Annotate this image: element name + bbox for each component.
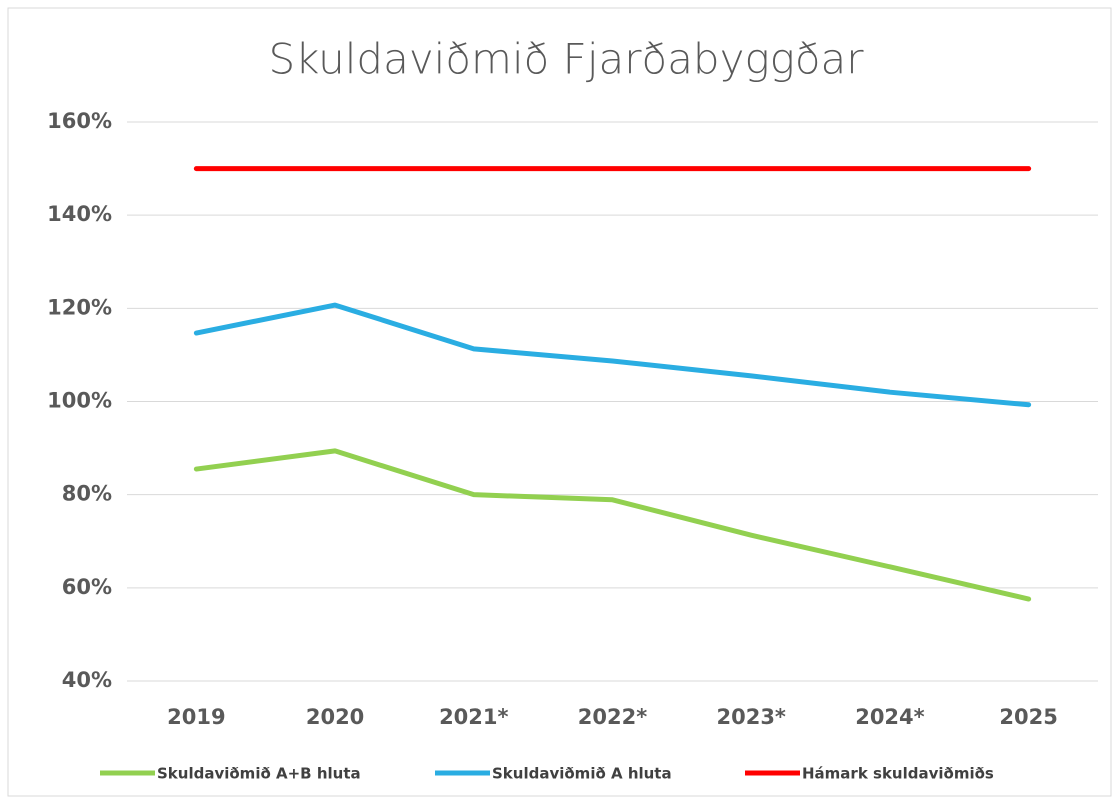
series-line <box>193 302 1032 408</box>
y-tick-label: 140% <box>47 202 112 226</box>
y-tick-label: 80% <box>62 482 112 506</box>
legend-label: Hámark skuldaviðmiðs <box>802 765 994 783</box>
x-tick-label: 2022* <box>578 705 647 729</box>
legend-label: Skuldaviðmið A+B hluta <box>157 765 361 783</box>
x-tick-label: 2020 <box>306 705 364 729</box>
x-tick-label: 2021* <box>439 705 508 729</box>
x-tick-label: 2024* <box>855 705 924 729</box>
x-tick-label: 2023* <box>716 705 785 729</box>
legend-label: Skuldaviðmið A hluta <box>492 765 672 783</box>
y-tick-label: 160% <box>47 109 112 133</box>
y-tick-label: 120% <box>47 295 112 319</box>
y-tick-label: 100% <box>47 389 112 413</box>
x-tick-label: 2019 <box>167 705 225 729</box>
y-tick-label: 60% <box>62 575 112 599</box>
chart-title: Skuldaviðmið Fjarðabyggðar <box>268 35 864 84</box>
series-line <box>193 448 1032 602</box>
x-tick-label: 2025 <box>999 705 1057 729</box>
y-tick-label: 40% <box>62 668 112 692</box>
